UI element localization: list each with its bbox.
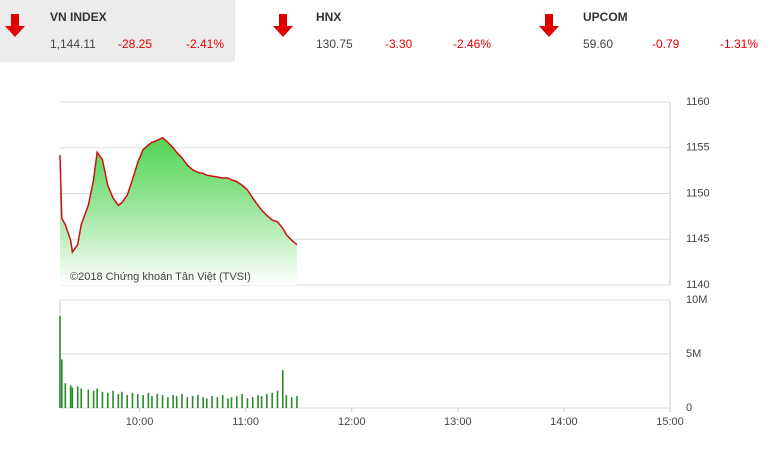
index-name: UPCOM	[583, 10, 628, 24]
index-percent: -2.41%	[186, 37, 224, 51]
volume-bar	[186, 397, 189, 408]
volume-bar	[101, 391, 104, 408]
index-value: 1,144.11	[50, 37, 96, 51]
volume-bar	[172, 395, 174, 408]
volume-bar	[151, 396, 153, 408]
volume-bar	[221, 395, 224, 408]
y-tick-label: 0	[686, 402, 692, 414]
volume-bar	[211, 396, 213, 408]
volume-bar	[202, 397, 205, 408]
index-name: HNX	[316, 10, 341, 24]
volume-bar	[251, 397, 254, 408]
volume-bar	[87, 389, 90, 408]
volume-bar	[271, 392, 273, 408]
area-fill	[60, 137, 297, 285]
y-tick-label: 1140	[686, 279, 710, 291]
x-tick-label: 10:00	[126, 416, 154, 428]
volume-bar	[296, 396, 298, 408]
volume-bar	[69, 385, 72, 408]
x-tick-label: 11:00	[232, 416, 259, 428]
annotation: ©2018 Chứng khoán Tân Việt (TVSI)	[70, 271, 251, 283]
price-line	[59, 136, 298, 254]
active-panel	[0, 0, 235, 62]
y-tick-label: 1150	[686, 187, 710, 199]
volume-bar	[60, 359, 63, 408]
volume-bar	[92, 390, 95, 408]
index-value: 130.75	[316, 37, 353, 51]
volume-bar	[167, 397, 169, 408]
volume-bar	[191, 396, 194, 408]
volume-bar	[156, 393, 159, 408]
index-value: 59.60	[583, 37, 613, 51]
volume-bar	[276, 390, 279, 408]
volume-bar	[197, 395, 199, 408]
index-name: VN INDEX	[50, 10, 107, 24]
index-percent: -1.31%	[720, 37, 758, 51]
volume-bar	[205, 398, 208, 408]
arrow-icon	[5, 14, 559, 37]
volume-bar	[246, 398, 249, 408]
volume-bar	[285, 395, 288, 408]
volume-bar	[161, 395, 164, 408]
x-tick-label: 13:00	[444, 416, 472, 428]
index-percent: -2.46%	[453, 37, 491, 51]
index-change: -0.79	[652, 37, 680, 51]
volume-bar	[260, 396, 263, 408]
volume-bar	[181, 393, 183, 408]
volume-bar	[64, 383, 67, 408]
y-tick-label: 1145	[686, 233, 710, 245]
x-tick-label: 15:00	[656, 416, 684, 428]
volume-bar	[290, 397, 293, 408]
volume-bar	[96, 388, 98, 408]
volume-bar	[112, 390, 114, 408]
volume-bar	[71, 387, 74, 408]
index-change: -3.30	[385, 37, 413, 51]
y-tick-label: 5M	[686, 348, 701, 360]
x-tick-label: 14:00	[550, 416, 578, 428]
volume-bar	[216, 397, 219, 408]
y-tick-label: 10M	[686, 294, 707, 306]
volume-bar	[121, 391, 123, 408]
y-tick-label: 1155	[686, 142, 710, 154]
volume-bar	[136, 393, 139, 408]
volume-bar	[106, 392, 109, 408]
volume-bar	[241, 393, 243, 408]
volume-bar	[80, 388, 83, 408]
volume-bar	[281, 370, 284, 408]
volume-bar	[147, 392, 150, 408]
volume-bar	[230, 397, 233, 408]
y-tick-label: 1160	[686, 96, 710, 108]
volume-bar	[266, 393, 268, 408]
volume-bar	[76, 386, 79, 408]
volume-bar	[227, 398, 229, 408]
volume-bar	[117, 393, 120, 408]
volume-bar	[257, 395, 259, 408]
x-tick-label: 12:00	[338, 416, 366, 428]
volume-bar	[175, 396, 178, 408]
index-change: -28.25	[118, 37, 152, 51]
volume-bar	[236, 396, 238, 408]
volume-bar	[59, 316, 61, 408]
volume-bar	[126, 395, 128, 408]
volume-bar	[142, 395, 144, 408]
volume-bar	[131, 392, 134, 408]
